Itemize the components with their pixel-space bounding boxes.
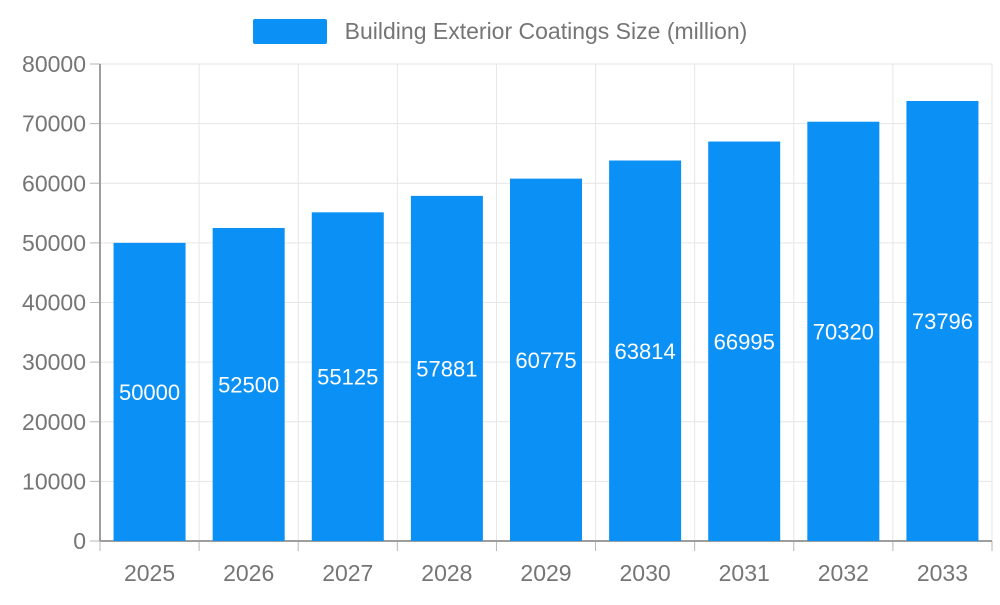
bar[interactable] [906, 100, 979, 542]
y-tick-label: 50000 [22, 230, 86, 256]
legend: Building Exterior Coatings Size (million… [0, 18, 1000, 45]
y-tick-label: 40000 [22, 290, 86, 316]
y-tick-label: 10000 [22, 468, 86, 494]
bar[interactable] [410, 195, 483, 542]
y-tick-label: 0 [73, 528, 86, 554]
x-tick-label: 2030 [620, 560, 671, 586]
bar-value-label: 73796 [912, 309, 973, 334]
bar-value-label: 55125 [317, 365, 378, 390]
legend-label: Building Exterior Coatings Size (million… [344, 18, 748, 44]
x-tick-label: 2029 [520, 560, 571, 586]
legend-item[interactable]: Building Exterior Coatings Size (million… [252, 18, 748, 45]
bar[interactable] [212, 227, 285, 541]
bar[interactable] [708, 141, 781, 542]
x-tick-label: 2026 [223, 560, 274, 586]
y-tick-label: 30000 [22, 349, 86, 375]
bar-value-label: 66995 [714, 329, 775, 354]
bar-value-label: 57881 [416, 356, 477, 381]
bar-value-label: 70320 [813, 319, 874, 344]
y-tick-label: 20000 [22, 409, 86, 435]
bar-value-label: 63814 [615, 339, 676, 364]
y-tick-label: 80000 [22, 51, 86, 77]
x-tick-label: 2027 [322, 560, 373, 586]
x-tick-label: 2032 [818, 560, 869, 586]
bar[interactable] [510, 178, 582, 541]
x-tick-label: 2025 [124, 560, 175, 586]
bar[interactable] [609, 160, 682, 541]
x-tick-label: 2028 [421, 560, 472, 586]
bar[interactable] [807, 121, 880, 541]
x-tick-label: 2033 [917, 560, 968, 586]
x-tick-label: 2031 [719, 560, 770, 586]
bar[interactable] [311, 212, 384, 541]
bar-value-label: 60775 [515, 348, 576, 373]
y-tick-label: 70000 [22, 111, 86, 137]
legend-swatch-icon [252, 19, 327, 44]
y-tick-label: 60000 [22, 170, 86, 196]
bar-value-label: 52500 [218, 372, 279, 397]
bar[interactable] [113, 242, 186, 541]
bar-value-label: 50000 [119, 380, 180, 405]
